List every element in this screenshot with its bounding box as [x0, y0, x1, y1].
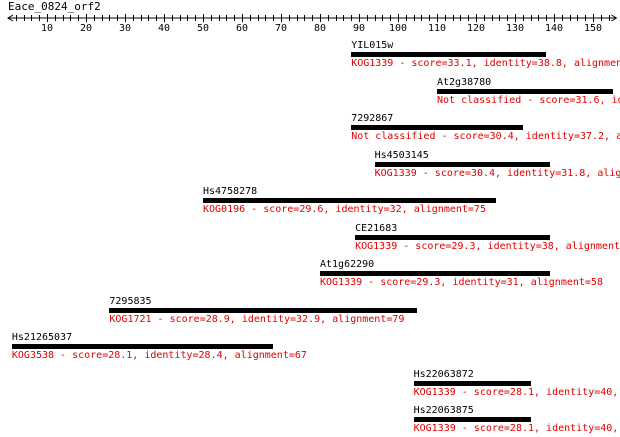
hit-name[interactable]: 7295835 [109, 295, 152, 307]
hit-alignment-bar[interactable] [355, 234, 551, 240]
ruler-tick-label: 20 [80, 23, 92, 32]
ruler-tick-label: 120 [467, 23, 485, 32]
hit-description: KOG0196 - score=29.6, identity=32, align… [203, 204, 486, 215]
hit-alignment-bar[interactable] [437, 88, 613, 94]
hit-name[interactable]: Hs4503145 [374, 149, 429, 161]
hit-description: KOG1339 - score=30.4, identity=31.8, ali… [374, 167, 620, 179]
hit-description: Not classified - score=30.4, identity=37… [351, 131, 620, 142]
ruler-tick-label: 30 [119, 23, 131, 32]
query-title: Eace_0824_orf2 [8, 0, 101, 13]
ruler-tick-label: 40 [158, 23, 170, 32]
ruler-tick-label: 10 [41, 23, 53, 32]
ruler-tick-label: 140 [545, 23, 563, 32]
ruler-tick-label: 70 [275, 23, 287, 32]
hit-description: KOG1721 - score=28.9, identity=32.9, ali… [109, 313, 405, 325]
hit-name[interactable]: At1g62290 [320, 259, 375, 270]
ruler-tick-label: 150 [584, 23, 602, 32]
hit-name[interactable]: Hs22063875 [413, 405, 474, 416]
hit-description: KOG1339 - score=28.1, identity=40, align… [413, 386, 620, 398]
ruler-tick-label: 100 [389, 23, 407, 32]
hit-alignment-bar[interactable] [413, 417, 531, 422]
hit-alignment-bar[interactable] [351, 52, 547, 57]
hit-name[interactable]: 7292867 [351, 113, 394, 124]
ruler-tick-label: 60 [236, 23, 248, 32]
ruler-tick-label: 50 [197, 23, 209, 32]
hit-name[interactable]: Hs4758278 [203, 186, 258, 197]
sequence-ruler: 10 20 30 40 50 60 70 80 90 100 110 120 130 140 150 [7, 14, 618, 32]
hit-alignment-bar[interactable] [11, 344, 274, 349]
hit-description: KOG3538 - score=28.1, identity=28.4, ali… [11, 350, 307, 361]
hit-description: KOG1339 - score=29.3, identity=31, align… [320, 277, 603, 288]
hit-name[interactable]: Hs22063872 [413, 368, 474, 380]
ruler-tick-label: 110 [428, 23, 446, 32]
hit-name[interactable]: CE21683 [355, 222, 398, 234]
hit-name[interactable]: At2g38780 [437, 76, 492, 88]
hit-alignment-bar[interactable] [374, 161, 551, 167]
hit-alignment-bar[interactable] [320, 271, 551, 276]
ruler-left-arrow [7, 14, 14, 22]
hit-description: Not classified - score=31.6, identity=26… [437, 94, 620, 106]
ruler-tick-label: 130 [506, 23, 524, 32]
ruler-right-arrow [611, 14, 618, 22]
ruler-tick-label: 80 [314, 23, 326, 32]
ruler-tick-label: 90 [353, 23, 365, 32]
hit-alignment-bar[interactable] [109, 307, 418, 313]
hit-description: KOG1339 - score=28.1, identity=40, align… [413, 423, 620, 434]
hit-name[interactable]: Hs21265037 [11, 332, 73, 343]
hit-alignment-bar[interactable] [413, 380, 531, 386]
hit-description: KOG1339 - score=29.3, identity=38, align… [355, 240, 620, 252]
hit-name[interactable]: YIL015w [351, 40, 394, 51]
hit-alignment-bar[interactable] [351, 125, 523, 130]
hit-description: KOG1339 - score=33.1, identity=38.8, ali… [351, 58, 620, 69]
hit-alignment-bar[interactable] [203, 198, 496, 203]
